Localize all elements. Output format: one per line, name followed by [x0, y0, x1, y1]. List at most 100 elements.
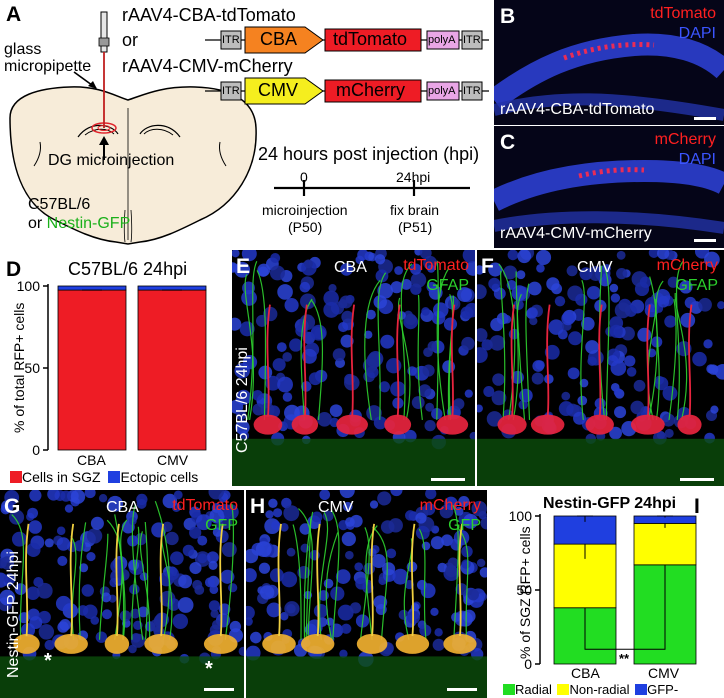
chart-i-xtick-0: CBA	[571, 665, 600, 681]
panel-g-scale-bar	[204, 688, 234, 691]
polya-1-label: polyA	[428, 34, 456, 46]
polya-2	[426, 81, 460, 101]
construct-2-name: rAAV4-CMV-mCherry	[122, 56, 293, 76]
panel-h-micrograph: H CMV mCherry GFP	[246, 490, 487, 698]
event0-line2: (P50)	[288, 219, 323, 235]
panel-g-condition: CBA	[106, 499, 139, 516]
legend-label-sgz: Cells in SGZ	[22, 469, 101, 485]
timeline-tick0-label: 0	[300, 169, 308, 185]
itr-right-1	[461, 30, 483, 50]
itr-right-2-label: ITR	[463, 85, 481, 97]
itr-left-2-label: ITR	[222, 85, 240, 97]
panel-label-f: F	[481, 255, 494, 278]
panel-label-b: B	[500, 5, 516, 28]
chart-d-xtick-0: CBA	[77, 452, 106, 468]
panel-b-stain: DAPI	[678, 25, 716, 42]
chart-d-bar-cba-0	[57, 289, 127, 451]
panel-b-marker: tdTomato	[650, 5, 716, 22]
itr-right-1-label: ITR	[463, 34, 481, 46]
pipette-label-line1: glass	[4, 41, 42, 58]
panel-e-micrograph: E CBA tdTomato GFAP C57BL/6 24hpi	[232, 250, 475, 486]
panel-e-condition: CBA	[334, 259, 367, 276]
cmv-promoter	[244, 77, 324, 105]
timeline-tick1-label: 24hpi	[396, 169, 431, 185]
legend-swatch-gfpneg	[635, 684, 648, 695]
panel-e-scale-bar	[431, 478, 465, 481]
tdtomato-gene	[324, 28, 422, 52]
panel-f-stain: GFAP	[675, 277, 718, 294]
panel-g-stain: GFP	[205, 517, 238, 534]
panel-label-g: G	[4, 495, 21, 518]
timeline-axis	[274, 180, 470, 196]
polya-1	[426, 30, 460, 50]
itr-left-2	[220, 81, 242, 101]
legend-label-nonradial: Non-radial	[569, 682, 630, 697]
chart-i-ytick-label: 50	[516, 582, 532, 598]
panel-label-a: A	[6, 3, 22, 26]
cmv-label: CMV	[258, 80, 298, 100]
hippocampus-right	[139, 124, 181, 138]
chart-d-xtick-1: CMV	[157, 452, 189, 468]
tdtomato-label: tdTomato	[333, 29, 408, 49]
panel-label-d: D	[6, 258, 22, 281]
construct-or: or	[122, 30, 139, 50]
mouse-line-1: C57BL/6	[28, 196, 91, 213]
polya-2-label: polyA	[428, 85, 456, 97]
panel-e-side-label: C57BL/6 24hpi	[234, 347, 251, 453]
panel-e-marker: tdTomato	[403, 257, 469, 274]
panel-c-scale-bar	[694, 239, 716, 242]
panel-g-micrograph: G CBA tdTomato GFP Nestin-GFP 24hpi * *	[0, 490, 244, 698]
chart-d-ytick-label: 0	[32, 442, 40, 458]
chart-d-title: C57BL/6 24hpi	[68, 259, 188, 279]
event1-line1: fix brain	[390, 202, 440, 218]
chart-i-bar-cmv-1	[633, 523, 697, 566]
panel-f-condition: CMV	[577, 259, 613, 276]
legend-swatch-sgz	[10, 471, 22, 483]
chart-i-ytick-label: 100	[509, 508, 533, 524]
legend-swatch-radial	[503, 684, 515, 695]
mcherry-gene	[324, 79, 422, 103]
chart-i-xtick-1: CMV	[648, 665, 680, 681]
itr-right-2	[461, 81, 483, 101]
chart-d-bar-cba-1	[57, 285, 127, 291]
panel-label-e: E	[236, 255, 251, 278]
panel-c-micrograph: C mCherry DAPI rAAV4-CMV-mCherry	[494, 126, 724, 248]
legend-label-ectopic: Ectopic cells	[120, 469, 199, 485]
panel-b-caption: rAAV4-CBA-tdTomato	[500, 101, 655, 118]
legend-label-radial: Radial	[515, 682, 552, 697]
itr-left-1-label: ITR	[222, 34, 240, 46]
cba-label: CBA	[260, 29, 298, 49]
asterisk-marker-right: *	[205, 658, 213, 680]
panel-h-stain: GFP	[448, 517, 481, 534]
brain-outline	[9, 86, 257, 245]
panel-label-h: H	[250, 495, 266, 518]
mcherry-label: mCherry	[336, 80, 406, 100]
event0-line1: microinjection	[262, 202, 348, 218]
construct-2-diagram	[205, 77, 489, 105]
panel-f-scale-bar	[680, 478, 714, 481]
chart-i-ytick-label: 0	[524, 656, 532, 672]
panel-f-marker: mCherry	[656, 257, 718, 274]
chart-i-title: Nestin-GFP 24hpi	[543, 495, 677, 512]
legend-label-gfpneg: GFP-	[647, 682, 679, 697]
chart-i-significance-bracket	[584, 570, 666, 650]
chart-i-legend: Radial Non-radial GFP-	[503, 683, 678, 696]
panel-g-marker: tdTomato	[172, 497, 238, 514]
chart-d: 0 50 100	[17, 278, 207, 458]
pipette-label-line2: micropipette	[4, 58, 92, 75]
panel-b-micrograph: B tdTomato DAPI rAAV4-CBA-tdTomato	[494, 0, 724, 125]
cba-promoter	[244, 26, 324, 54]
chart-d-ytick-label: 100	[17, 278, 41, 294]
chart-i-significance: **	[619, 651, 630, 666]
itr-left-1	[220, 30, 242, 50]
legend-swatch-ectopic	[108, 471, 121, 483]
mouse-line-2: or Nestin-GFP	[28, 215, 131, 232]
brain-schematic	[9, 11, 257, 245]
chart-d-bar-cmv-1	[137, 285, 207, 291]
panel-h-marker: mCherry	[419, 497, 481, 514]
chart-d-bar-cmv-0	[137, 289, 207, 451]
legend-swatch-nonradial	[557, 684, 570, 695]
panel-label-i: I	[694, 495, 700, 518]
panel-f-micrograph: F CMV mCherry GFAP	[477, 250, 724, 486]
event1-line2: (P51)	[398, 219, 433, 235]
